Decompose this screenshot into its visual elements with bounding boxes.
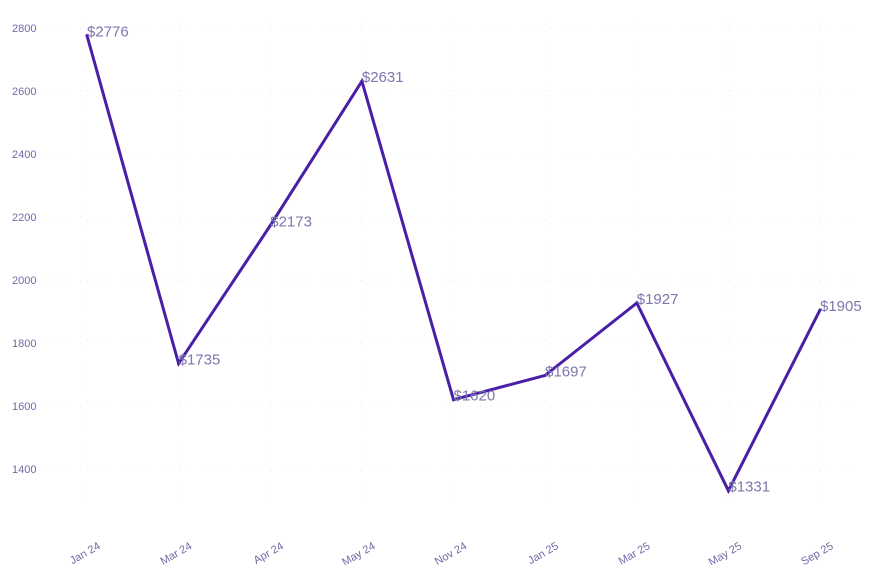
data-label: $1905 [820,298,862,315]
data-label: $2173 [270,214,312,231]
y-tick-label: 2800 [12,23,36,35]
x-tick-label: May 25 [707,540,744,565]
y-tick-label: 2400 [12,149,36,161]
y-tick-label: 1600 [12,401,36,413]
y-tick-label: 1400 [12,464,36,476]
x-tick-label: Mar 24 [158,540,194,565]
x-axis-ticks: Jan 24 Mar 24 Apr 24 May 24 Nov 24 Jan 25 Mar … [68,540,836,565]
x-tick-label: Jan 25 [526,540,561,565]
y-axis-ticks: 1400 1600 1800 2000 2200 2400 2600 2800 [12,23,36,476]
data-point [360,79,364,83]
data-labels: $2776 $1735 $2173 $2631 $1620 $1697 $1927 $1331… [87,24,862,496]
data-label: $1620 [454,388,496,405]
x-tick-label: Apr 24 [252,540,286,565]
series-line [85,35,822,495]
x-tick-label: Sep 25 [799,540,835,565]
data-label: $1735 [179,351,221,368]
x-tick-label: May 24 [340,540,377,565]
data-label: $1697 [545,363,587,380]
series-layer [85,34,822,495]
data-point [726,489,730,493]
data-label: $2776 [87,24,129,41]
data-point [543,373,547,377]
grid-layer [40,20,860,505]
x-tick-label: Nov 24 [433,540,469,565]
data-label: $2631 [362,69,404,86]
y-tick-label: 2200 [12,212,36,224]
y-tick-label: 1800 [12,338,36,350]
y-tick-label: 2000 [12,275,36,287]
x-tick-label: Mar 25 [617,540,653,565]
data-point [818,308,822,312]
data-point [177,361,181,365]
data-label: $1927 [637,291,679,308]
x-tick-label: Jan 24 [68,540,103,565]
data-point [452,398,455,402]
data-point [268,224,272,228]
y-tick-label: 2600 [12,86,36,98]
data-label: $1331 [728,479,770,496]
data-point [635,301,639,305]
data-point [85,34,89,38]
